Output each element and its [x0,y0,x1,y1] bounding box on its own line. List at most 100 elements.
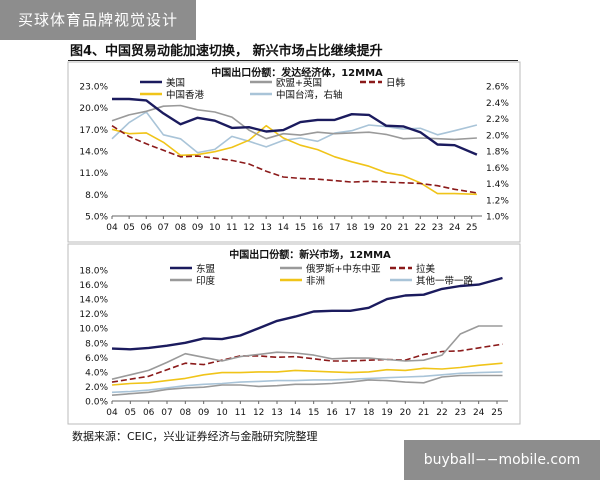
x-tick-label: 11 [235,408,246,418]
x-tick-label: 12 [253,408,264,418]
y-tick-label: 8.0% [85,339,108,349]
series-line-日韩 [111,125,478,194]
x-tick-label: 20 [380,223,392,233]
x-tick-label: 22 [436,408,447,418]
legend-label: 非洲 [306,275,325,287]
x-tick-label: 22 [415,223,426,233]
watermark-top: 买球体育品牌视觉设计 [0,0,196,40]
y-tick-label: 20.0% [79,104,108,114]
x-tick-label: 14 [290,408,302,418]
y-tick-label: 10.0% [79,325,108,335]
y-right-tick-label: 1.8% [486,148,509,158]
y-right-tick-label: 2.6% [486,83,509,93]
series-line-东盟 [111,276,503,351]
y-tick-label: 14.0% [79,296,108,306]
x-tick-label: 06 [141,223,153,233]
x-tick-label: 13 [271,408,282,418]
x-tick-label: 17 [329,223,340,233]
chart-title: 中国出口份额：发达经济体，12MMA [211,66,383,79]
x-tick-label: 18 [363,408,375,418]
y-tick-label: 0.0% [85,398,108,408]
x-tick-label: 04 [106,223,118,233]
y-tick-label: 18.0% [79,267,108,277]
x-tick-label: 16 [312,223,324,233]
x-tick-label: 13 [260,223,271,233]
x-tick-label: 21 [418,408,429,418]
figure-title: 图4、中国贸易动能加速切换， 新兴市场占比继续提升 [70,44,383,59]
y-tick-label: 23.0% [79,83,108,93]
y-right-tick-label: 2.2% [486,115,509,125]
x-tick-label: 06 [143,408,155,418]
y-right-tick-label: 1.6% [486,164,509,174]
y-right-tick-label: 1.4% [486,180,509,190]
y-tick-label: 8.0% [85,191,108,201]
y-tick-label: 5.0% [85,213,108,223]
legend-label: 印度 [196,275,216,287]
y-tick-label: 11.0% [79,169,108,179]
legend-label: 欧盟+英国 [276,77,322,89]
chart-title: 中国出口份额：新兴市场，12MMA [229,248,391,261]
legend-label: 中国香港 [166,89,205,101]
x-tick-label: 14 [278,223,290,233]
y-tick-label: 16.0% [79,281,108,291]
chart-frame [67,243,521,425]
x-tick-label: 10 [216,408,228,418]
y-tick-label: 14.0% [79,148,108,158]
series-line-印度 [111,374,503,396]
x-tick-label: 24 [449,223,461,233]
series-line-美国 [112,97,478,156]
legend-label: 中国台湾，右轴 [276,89,343,101]
x-tick-label: 24 [473,408,485,418]
series-line-欧盟+英国 [111,104,477,141]
x-tick-label: 19 [381,408,393,418]
x-tick-label: 12 [243,223,254,233]
legend-label: 俄罗斯+中东中亚 [306,263,381,275]
chart-frame [67,61,521,243]
x-tick-label: 25 [466,223,477,233]
x-tick-label: 08 [175,223,187,233]
x-tick-label: 07 [161,408,172,418]
y-tick-label: 2.0% [85,383,108,393]
x-tick-label: 19 [363,223,375,233]
legend-label: 日韩 [386,77,406,89]
x-tick-label: 07 [158,223,169,233]
x-tick-label: 10 [209,223,221,233]
x-tick-label: 21 [397,223,408,233]
source-note: 数据来源：CEIC，兴业证券经济与金融研究院整理 [72,430,318,443]
x-tick-label: 05 [125,408,136,418]
series-line-非洲 [111,362,503,386]
x-tick-label: 05 [123,223,134,233]
series-line-中国香港 [111,124,477,196]
x-tick-label: 11 [226,223,237,233]
x-tick-label: 18 [346,223,358,233]
x-tick-label: 15 [295,223,306,233]
y-right-tick-label: 2.0% [486,131,509,141]
figure-title-rule [68,60,518,61]
y-tick-label: 12.0% [79,310,108,320]
y-right-tick-label: 2.4% [486,99,509,109]
x-tick-label: 15 [308,408,319,418]
x-tick-label: 23 [432,223,443,233]
series-line-其他一带一路 [111,371,503,394]
legend-label: 东盟 [196,263,216,275]
x-tick-label: 09 [192,223,204,233]
legend-label: 其他一带一路 [416,275,474,287]
x-tick-label: 17 [345,408,356,418]
legend-label: 美国 [166,77,185,89]
series-line-拉美 [111,343,503,383]
x-tick-label: 08 [180,408,192,418]
y-right-tick-label: 1.2% [486,196,509,206]
y-right-tick-label: 1.0% [486,213,509,223]
x-tick-label: 09 [198,408,210,418]
y-tick-label: 4.0% [85,368,108,378]
watermark-bottom: buyball−−mobile.com [404,440,600,480]
x-tick-label: 23 [455,408,466,418]
x-tick-label: 04 [106,408,118,418]
legend-label: 拉美 [416,263,436,275]
x-tick-label: 25 [491,408,502,418]
series-line-俄罗斯+中东中亚 [111,325,503,380]
x-tick-label: 20 [400,408,412,418]
x-tick-label: 16 [326,408,338,418]
